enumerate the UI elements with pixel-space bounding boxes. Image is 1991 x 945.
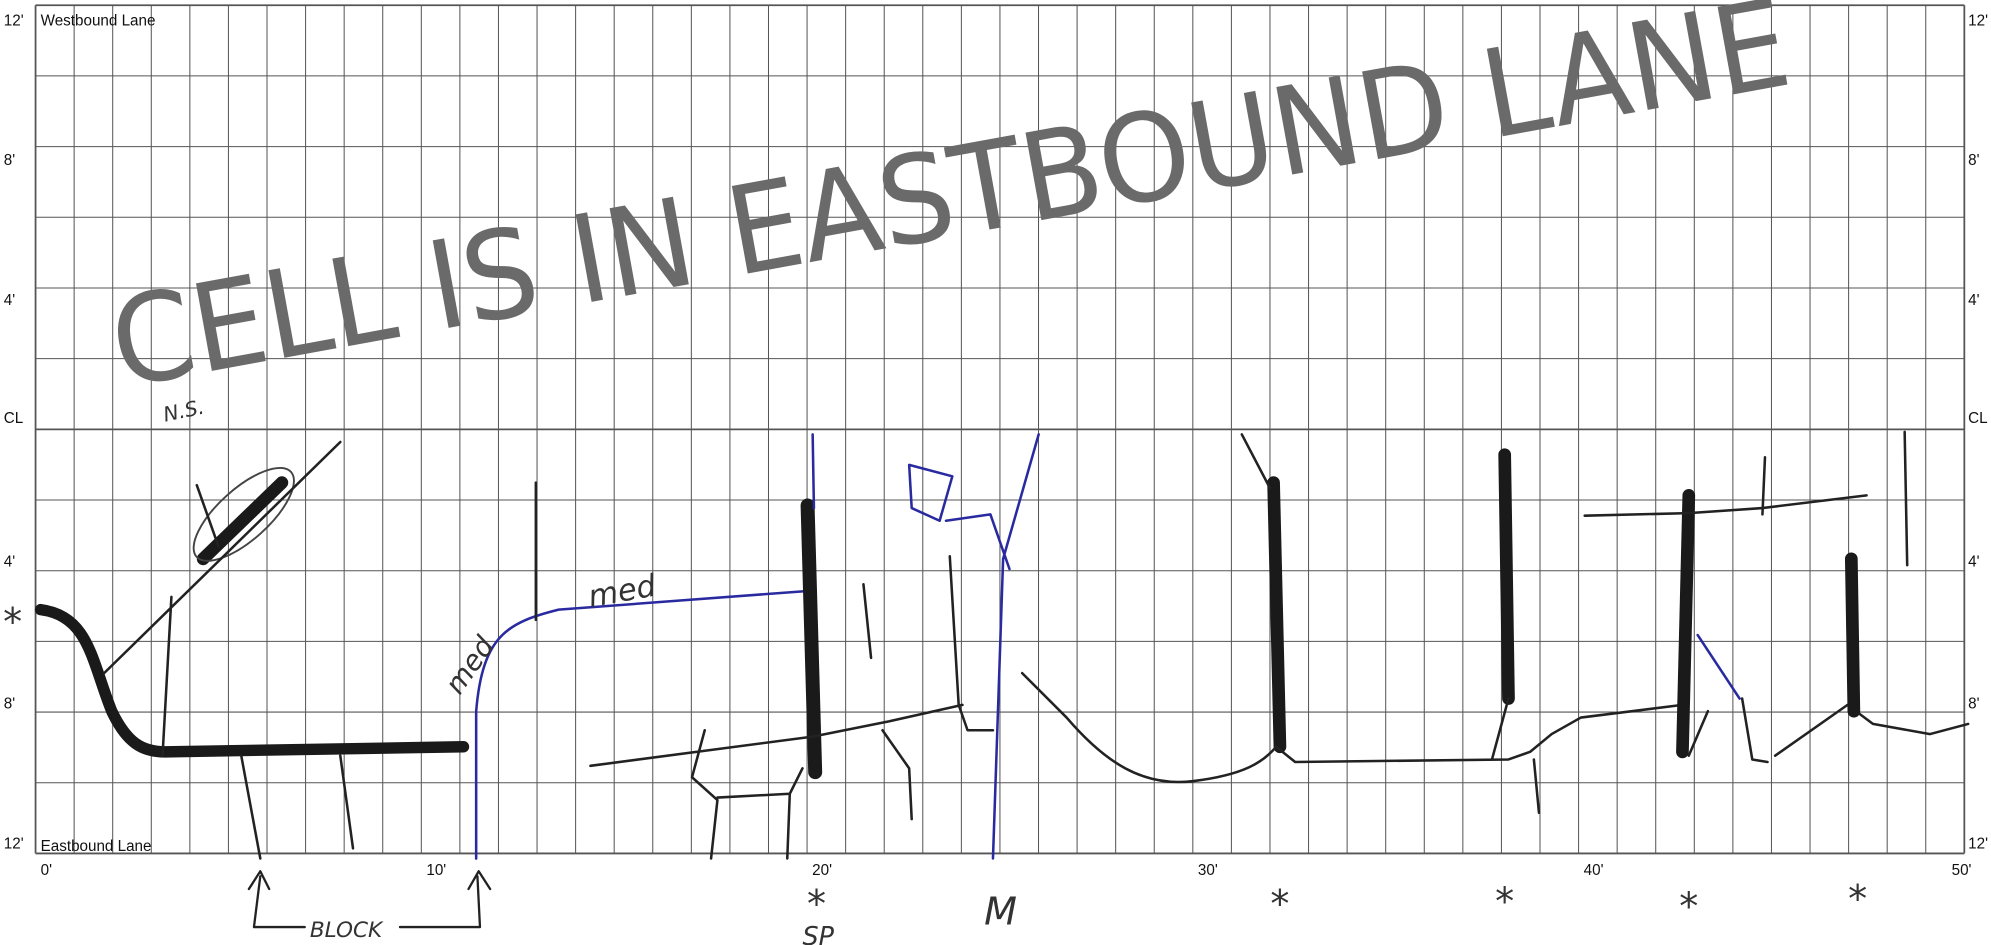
crack: [474, 589, 814, 860]
sealed-crack: [1844, 552, 1861, 718]
note: M: [984, 890, 1017, 934]
sealed-crack: [34, 603, 470, 758]
y-label: 8': [4, 696, 15, 713]
star-mark: *: [1495, 879, 1514, 923]
sealed-crack: [800, 498, 823, 780]
y-label: 12': [1968, 13, 1988, 30]
crack: [1583, 430, 1970, 764]
x-label: 40': [1584, 862, 1604, 879]
star-mark: *: [1679, 884, 1698, 928]
x-label: 0': [41, 862, 52, 879]
y-label: 4': [4, 553, 15, 570]
y-label: 8': [1968, 152, 1979, 169]
circle-mark: [192, 466, 295, 562]
sealed-crack: [196, 476, 289, 566]
y-label: CL: [1968, 410, 1987, 427]
star-mark: *: [807, 882, 826, 926]
y-label: 4': [1968, 553, 1979, 570]
crack: [589, 555, 995, 860]
star-mark: *: [1270, 882, 1289, 926]
crack: [1696, 633, 1741, 700]
crack: [1020, 433, 1684, 784]
grid: [34, 4, 1966, 855]
note: SP: [802, 921, 834, 945]
crack: [907, 433, 1040, 860]
crack: [811, 433, 816, 510]
x-label: 10': [426, 862, 446, 879]
y-label: 4': [1968, 292, 1979, 309]
crack: [1490, 697, 1541, 815]
y-label: CL: [4, 410, 23, 427]
x-label: 30': [1198, 862, 1218, 879]
x-label: 50': [1952, 862, 1972, 879]
sealed-crack: [1676, 489, 1696, 759]
lane-label: Eastbound Lane: [41, 838, 152, 855]
star-mark: *: [3, 600, 22, 644]
y-label: 4': [4, 292, 15, 309]
y-label: 8': [1968, 696, 1979, 713]
y-label: 12': [4, 13, 24, 30]
y-label: 8': [4, 152, 15, 169]
x-label: 20': [812, 862, 832, 879]
y-label: 12': [4, 835, 24, 852]
note: BLOCK: [310, 918, 384, 943]
y-label: 12': [1968, 835, 1988, 852]
lane-label: Westbound Lane: [41, 13, 156, 30]
cracks: [34, 430, 1970, 929]
crack: [102, 440, 355, 860]
sealed-crack: [1267, 476, 1287, 754]
block-bracket: [247, 870, 492, 929]
star-mark: *: [1848, 877, 1867, 921]
sealed-crack: [1498, 448, 1515, 705]
